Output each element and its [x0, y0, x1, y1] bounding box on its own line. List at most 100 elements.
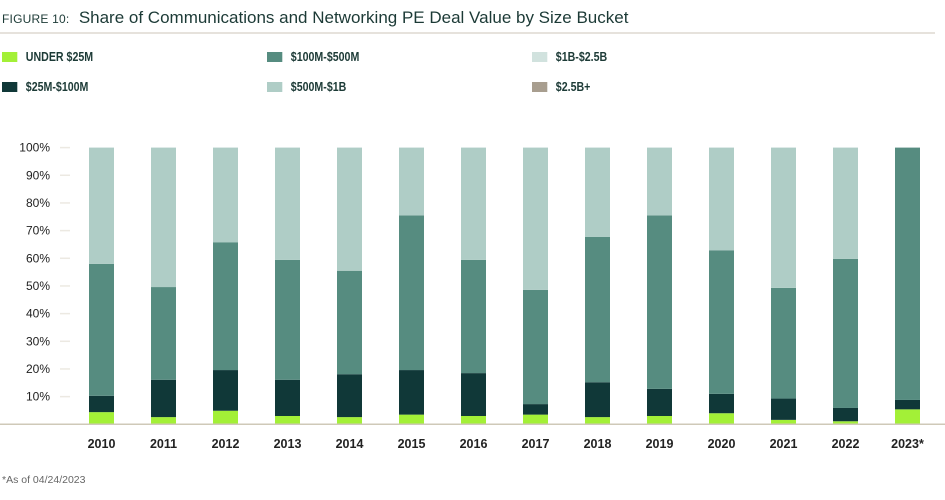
bar-segment--500m-1b — [151, 147, 176, 288]
bar-segment--100m-500m — [275, 259, 300, 380]
legend-swatch — [2, 52, 18, 62]
x-tick-label: 2023* — [891, 437, 924, 451]
y-tick-label: 90% — [26, 168, 50, 182]
x-tick-label: 2016 — [460, 437, 488, 451]
x-tick-label: 2017 — [522, 437, 550, 451]
x-tick-label: 2012 — [212, 437, 240, 451]
y-tick-label: 40% — [26, 307, 50, 321]
bar-segment--500m-1b — [585, 147, 610, 237]
bar-segment--500m-1b — [647, 147, 672, 216]
bar-segment--25m-100m — [709, 393, 734, 414]
bar-segment--500m-1b — [461, 147, 486, 260]
legend-label: $1B-$2.5B — [555, 50, 608, 64]
y-tick-label: 50% — [26, 279, 50, 293]
legend-item: UNDER $25M — [2, 50, 93, 64]
bar-segment--100m-500m — [151, 287, 176, 380]
y-tick-label: 10% — [26, 390, 50, 404]
bar-segment--100m-500m — [337, 270, 362, 375]
bar-segment--25m-100m — [89, 395, 114, 413]
bar-segment-under-25m — [771, 419, 796, 425]
bar-segment--25m-100m — [213, 370, 238, 411]
y-tick-label: 80% — [26, 196, 50, 210]
legend-swatch — [2, 82, 18, 92]
bar-segment--100m-500m — [895, 147, 920, 400]
x-tick-label: 2014 — [336, 437, 364, 451]
bar-segment-under-25m — [461, 415, 486, 425]
bar-segment--100m-500m — [647, 215, 672, 389]
bar-segment--25m-100m — [647, 388, 672, 416]
bar-segment-under-25m — [585, 417, 610, 425]
bar-segment-under-25m — [647, 415, 672, 425]
bar-segment--500m-1b — [833, 147, 858, 259]
figure-label: FIGURE 10: — [2, 12, 70, 26]
title-text: Share of Communications and Networking P… — [78, 8, 629, 27]
bar-segment--500m-1b — [89, 147, 114, 264]
legend-label: $500M-$1B — [290, 80, 347, 94]
bar-segment--25m-100m — [337, 374, 362, 418]
x-tick-label: 2019 — [646, 437, 674, 451]
bar-segment--25m-100m — [399, 370, 424, 415]
bar-segment--500m-1b — [523, 147, 548, 290]
bar-segment-under-25m — [399, 414, 424, 425]
legend-item: $500M-$1B — [267, 80, 346, 94]
bar-segment--500m-1b — [709, 147, 734, 251]
bar-segment--100m-500m — [461, 259, 486, 374]
bar-segment--500m-1b — [399, 147, 424, 216]
x-tick-label: 2018 — [584, 437, 612, 451]
bar-segment--25m-100m — [275, 379, 300, 416]
bar-segment--500m-1b — [275, 147, 300, 260]
x-tick-label: 2010 — [88, 437, 116, 451]
bar-segment-under-25m — [275, 415, 300, 425]
bar-segment--25m-100m — [151, 379, 176, 418]
bar-segment--500m-1b — [337, 147, 362, 271]
x-tick-label: 2021 — [770, 437, 798, 451]
bar-segment--100m-500m — [833, 258, 858, 408]
bar-segment--100m-500m — [771, 287, 796, 399]
bar-segment--100m-500m — [585, 236, 610, 383]
bar-segment--100m-500m — [523, 289, 548, 405]
legend-label: $2.5B+ — [555, 80, 591, 94]
bar-segment-under-25m — [895, 409, 920, 425]
y-tick-label: 70% — [26, 224, 50, 238]
bar-segment--25m-100m — [895, 399, 920, 410]
bar-segment--25m-100m — [771, 398, 796, 420]
y-tick-label: 100% — [19, 141, 50, 155]
legend-swatch — [532, 52, 548, 62]
bar-segment-under-25m — [213, 410, 238, 425]
legend-item: $25M-$100M — [2, 80, 88, 94]
bar-segment-under-25m — [89, 412, 114, 425]
x-tick-label: 2011 — [150, 437, 177, 451]
bar-segment--500m-1b — [213, 147, 238, 243]
bar-segment--25m-100m — [833, 407, 858, 422]
x-tick-label: 2022 — [832, 437, 860, 451]
chart-title: FIGURE 10: Share of Communications and N… — [2, 8, 628, 28]
bar-segment--100m-500m — [709, 250, 734, 394]
bar-segment-under-25m — [337, 417, 362, 425]
bar-segment--25m-100m — [523, 404, 548, 415]
bar-segment-under-25m — [523, 414, 548, 425]
bar-segment-under-25m — [833, 421, 858, 425]
bar-segment--25m-100m — [585, 382, 610, 418]
y-tick-label: 20% — [26, 362, 50, 376]
legend-label: $25M-$100M — [25, 80, 89, 94]
legend-item: $1B-$2.5B — [532, 50, 607, 64]
title-divider — [0, 32, 935, 34]
legend-swatch — [532, 82, 548, 92]
x-tick-label: 2020 — [708, 437, 736, 451]
bar-segment--500m-1b — [771, 147, 796, 288]
legend-swatch — [267, 52, 283, 62]
legend-label: UNDER $25M — [25, 50, 94, 64]
x-tick-label: 2015 — [398, 437, 426, 451]
legend-swatch — [267, 82, 283, 92]
x-tick-label: 2013 — [274, 437, 302, 451]
bar-segment-under-25m — [709, 413, 734, 425]
bar-segment-under-25m — [151, 417, 176, 425]
y-tick-label: 60% — [26, 251, 50, 265]
bar-segment--25m-100m — [461, 373, 486, 416]
y-tick-label: 30% — [26, 334, 50, 348]
bar-segment--100m-500m — [213, 242, 238, 371]
footnote: *As of 04/24/2023 — [2, 474, 86, 486]
bar-segment--100m-500m — [89, 263, 114, 396]
bar-segment--100m-500m — [399, 215, 424, 371]
